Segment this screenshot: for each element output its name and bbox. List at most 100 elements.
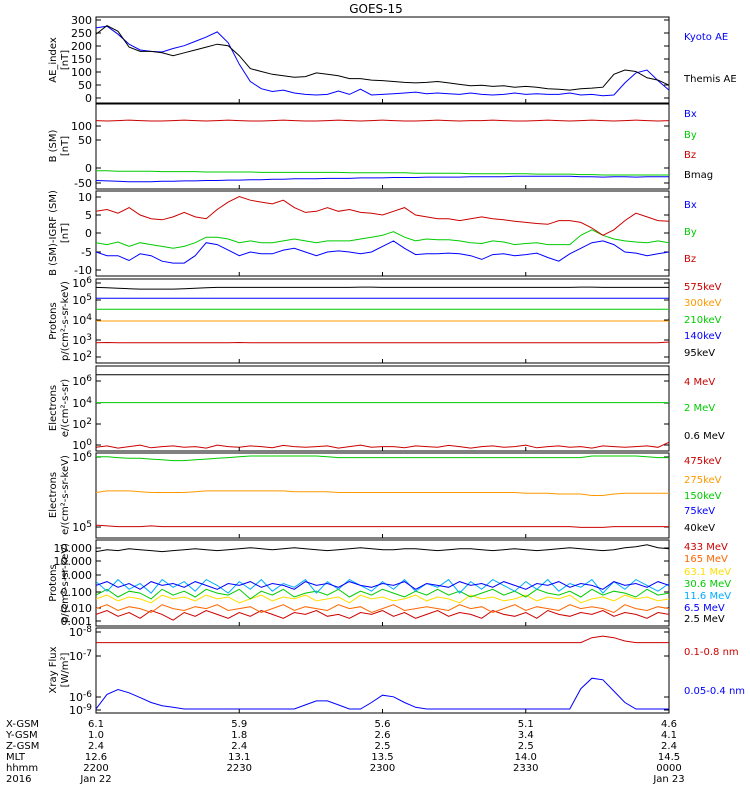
y-axis-label: Electrons [48, 385, 59, 431]
series-line-6-5-mev [96, 581, 669, 590]
x-tick-label: 2.6 [375, 730, 391, 741]
y-tick-label: 106 [72, 450, 92, 464]
legend-label: 2.5 MeV [684, 614, 725, 625]
y-axis-label: Xray Flux [48, 646, 59, 693]
x-tick-label: 14.5 [658, 752, 680, 763]
y-tick-label: 0 [85, 92, 92, 105]
legend-label: 2 MeV [684, 403, 715, 414]
x-tick-label: 0000 [656, 763, 681, 774]
legend-label: 275keV [684, 475, 722, 486]
x-tick-label: 5.9 [231, 719, 247, 730]
legend-label: Bz [684, 150, 696, 161]
legend-label: 30.6 MeV [684, 579, 731, 590]
x-axis-row-label: Y-GSM [5, 730, 38, 741]
plot-frame [95, 452, 670, 539]
x-tick-label: 2330 [513, 763, 538, 774]
legend-label: 0.05-0.4 nm [684, 686, 745, 697]
y-axis-unit: [nT] [60, 223, 71, 243]
x-tick-label: 4.6 [661, 719, 677, 730]
legend-label: 4 MeV [684, 377, 715, 388]
x-tick-label: 12.6 [85, 752, 107, 763]
legend-label: 475keV [684, 456, 722, 467]
x-tick-label: 5.6 [375, 719, 391, 730]
y-tick-label: 106 [72, 276, 92, 290]
series-line-475kev [96, 524, 669, 528]
y-axis-label: AE_index [48, 37, 59, 83]
series-line-575kev [96, 341, 669, 344]
y-axis-label: B (SM)-IGRF (SM) [48, 190, 59, 276]
x-tick-label: 2.4 [661, 741, 677, 752]
x-tick-label: 1.0 [88, 730, 104, 741]
x-axis-row-label: hhmm [6, 763, 38, 774]
y-axis-unit: p/(cm²-s-sr-keV) [60, 543, 71, 623]
legend-label: Bx [684, 200, 697, 211]
y-tick-label: 300 [71, 14, 92, 27]
y-tick-label: 0 [85, 162, 92, 175]
x-axis-row-label: X-GSM [6, 719, 39, 730]
y-tick-label: 103 [72, 333, 92, 347]
y-tick-label: -5 [81, 246, 92, 259]
y-tick-label: 10 [78, 191, 92, 204]
y-tick-label: 10-7 [69, 649, 92, 663]
y-tick-label: 0.100 [61, 586, 93, 599]
panel-8: 10-8 10-7 10-610-9 Xray Flux [W/m²] 0.1-0.8 n… [48, 625, 745, 717]
y-tick-label: 105 [72, 520, 92, 534]
x-tick-label: 13.1 [228, 752, 250, 763]
y-tick-label: 10-8 [69, 625, 92, 639]
y-tick-label: 10.000 [54, 555, 93, 568]
y-tick-label: 0 [85, 227, 92, 240]
chart-title: GOES-15 [349, 2, 403, 16]
legend-label: 6.5 MeV [684, 603, 725, 614]
y-axis-label: Electrons [48, 472, 59, 518]
y-axis-unit: p/(cm²-s-sr-keV) [60, 281, 71, 361]
series-line-2-5-mev [96, 544, 669, 553]
y-tick-label: -10 [74, 264, 92, 277]
y-tick-label: 5 [85, 209, 92, 222]
legend-label: Bz [684, 254, 696, 265]
plot-frame [95, 365, 670, 452]
series-line-by [96, 170, 669, 176]
y-tick-label: 200 [71, 40, 92, 53]
y-axis-unit: e/(cm²-s-sr-keV) [60, 455, 71, 535]
series-line-bz [96, 195, 669, 236]
y-tick-label: 10-9 [69, 703, 92, 717]
series-line-165-mev [96, 604, 669, 614]
legend-label: 140keV [684, 331, 722, 342]
legend-label: 210keV [684, 315, 722, 326]
x-tick-label: 13.5 [371, 752, 393, 763]
series-line-bz [96, 119, 669, 122]
y-axis-unit: [W/m²] [60, 652, 71, 687]
series-line-275kev [96, 490, 669, 496]
x-tick-label: 2.5 [518, 741, 534, 752]
y-axis-label: B (SM) [48, 129, 59, 162]
legend-label: 40keV [684, 523, 715, 534]
panel-4: 106 105 104 103 102 Protons p/(cm²-s-sr-keV) 57… [48, 276, 722, 364]
y-axis-unit: e/(cm²-s-sr) [60, 379, 71, 437]
x-tick-label: 14.0 [515, 752, 537, 763]
x-tick-label: 2200 [83, 763, 108, 774]
plot-frame [95, 16, 670, 104]
x-axis-row-label: Z-GSM [6, 741, 39, 752]
x-tick-label: Jan 22 [79, 774, 111, 785]
y-axis-unit: [nT] [60, 50, 71, 70]
legend-label: Themis AE [683, 74, 737, 85]
legend-label: 300keV [684, 298, 722, 309]
series-line-bx [96, 240, 669, 264]
x-tick-label: 2300 [370, 763, 395, 774]
y-tick-label: 50 [78, 134, 92, 147]
y-axis-label: Protons [48, 564, 59, 601]
series-line-by [96, 229, 669, 249]
y-tick-label: -50 [74, 177, 92, 190]
legend-label: 0.1-0.8 nm [684, 647, 739, 658]
x-axis-row-label: 2016 [6, 774, 31, 785]
legend-label: 95keV [684, 348, 715, 359]
y-tick-label: 102 [72, 350, 92, 364]
legend-label: Bmag [684, 170, 713, 181]
y-tick-label: 102 [72, 417, 92, 431]
series-line-150kev [96, 455, 669, 462]
y-tick-label: 100 [71, 66, 92, 79]
y-tick-label: 100 [71, 120, 92, 133]
